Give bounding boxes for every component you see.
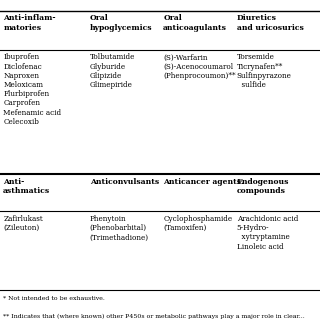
Text: Cyclophosphamide
(Tamoxifen): Cyclophosphamide (Tamoxifen) <box>163 215 232 232</box>
Text: Anti-inflam-
matories: Anti-inflam- matories <box>3 14 56 32</box>
Text: Oral
anticoagulants: Oral anticoagulants <box>163 14 227 32</box>
Text: (S)-Warfarin
(S)-Acenocoumarol
(Phenprocoumon)**: (S)-Warfarin (S)-Acenocoumarol (Phenproc… <box>163 53 236 80</box>
Text: Anticonvulsants: Anticonvulsants <box>90 178 159 186</box>
Text: Ibuprofen
Diclofenac
Naproxen
Meloxicam
Flurbiprofen
Carprofen
Mefenamic acid
Ce: Ibuprofen Diclofenac Naproxen Meloxicam … <box>3 53 61 126</box>
Text: Anticancer agents: Anticancer agents <box>163 178 241 186</box>
Text: * Not intended to be exhaustive.: * Not intended to be exhaustive. <box>3 296 105 301</box>
Text: Anti-
asthmatics: Anti- asthmatics <box>3 178 51 196</box>
Text: Endogenous
compounds: Endogenous compounds <box>237 178 289 196</box>
Text: Oral
hypoglycemics: Oral hypoglycemics <box>90 14 152 32</box>
Text: Arachidonic acid
5-Hydro-
  xytryptamine
Linoleic acid: Arachidonic acid 5-Hydro- xytryptamine L… <box>237 215 298 251</box>
Text: Diuretics
and uricosurics: Diuretics and uricosurics <box>237 14 304 32</box>
Text: Torsemide
Ticrynafen**
Sulfinpyrazone
  sulfide: Torsemide Ticrynafen** Sulfinpyrazone su… <box>237 53 292 89</box>
Text: Phenytoin
(Phenobarbital)
(Trimethadione): Phenytoin (Phenobarbital) (Trimethadione… <box>90 215 149 241</box>
Text: ** Indicates that (where known) other P450s or metabolic pathways play a major r: ** Indicates that (where known) other P4… <box>3 314 305 319</box>
Text: Tolbutamide
Glyburide
Glipizide
Glimepiride: Tolbutamide Glyburide Glipizide Glimepir… <box>90 53 135 89</box>
Text: Zafirlukast
(Zileuton): Zafirlukast (Zileuton) <box>3 215 43 232</box>
